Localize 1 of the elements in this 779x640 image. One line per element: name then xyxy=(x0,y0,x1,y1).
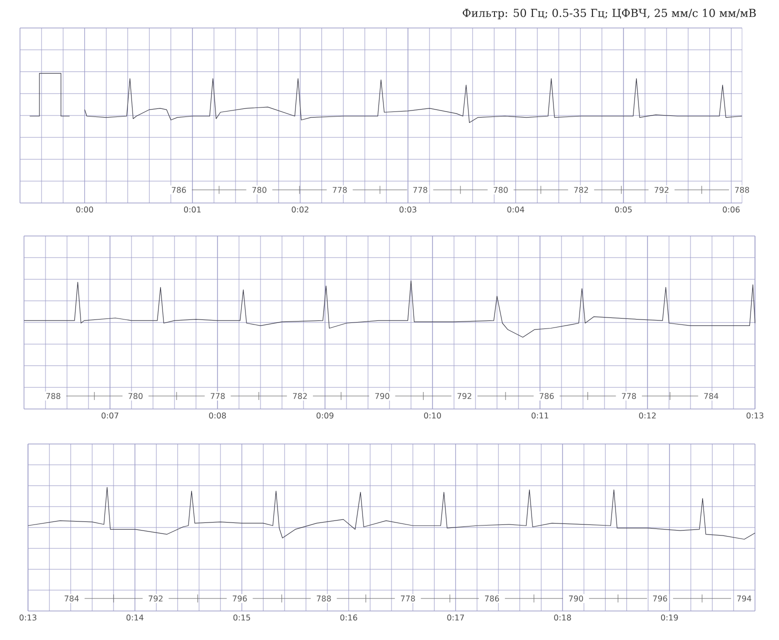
chart-title: Фильтр: 50 Гц; 0.5-35 Гц; ЦФВЧ, 25 мм/с 10 мм/мВ xyxy=(462,8,756,20)
